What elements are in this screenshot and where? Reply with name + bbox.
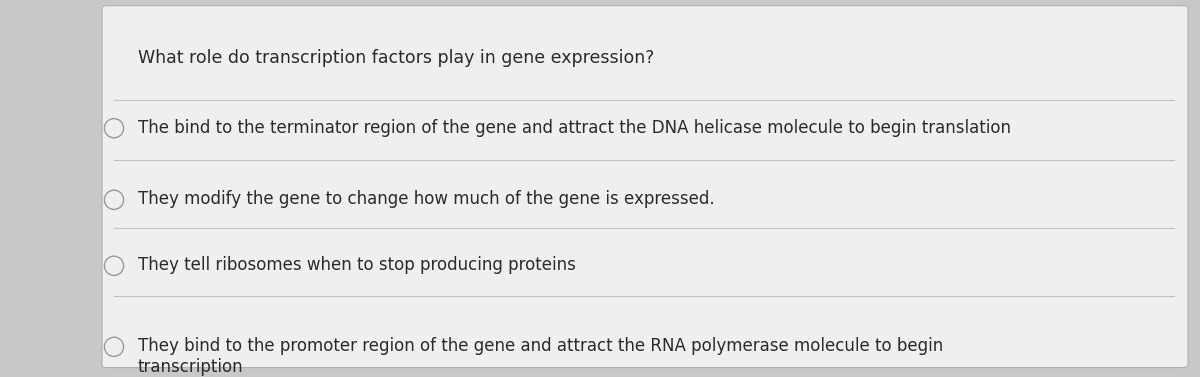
Text: They modify the gene to change how much of the gene is expressed.: They modify the gene to change how much … [138,190,715,208]
Text: They bind to the promoter region of the gene and attract the RNA polymerase mole: They bind to the promoter region of the … [138,337,943,376]
Text: The bind to the terminator region of the gene and attract the DNA helicase molec: The bind to the terminator region of the… [138,119,1010,137]
Text: They tell ribosomes when to stop producing proteins: They tell ribosomes when to stop produci… [138,256,576,274]
Text: What role do transcription factors play in gene expression?: What role do transcription factors play … [138,49,654,67]
FancyBboxPatch shape [102,6,1188,368]
